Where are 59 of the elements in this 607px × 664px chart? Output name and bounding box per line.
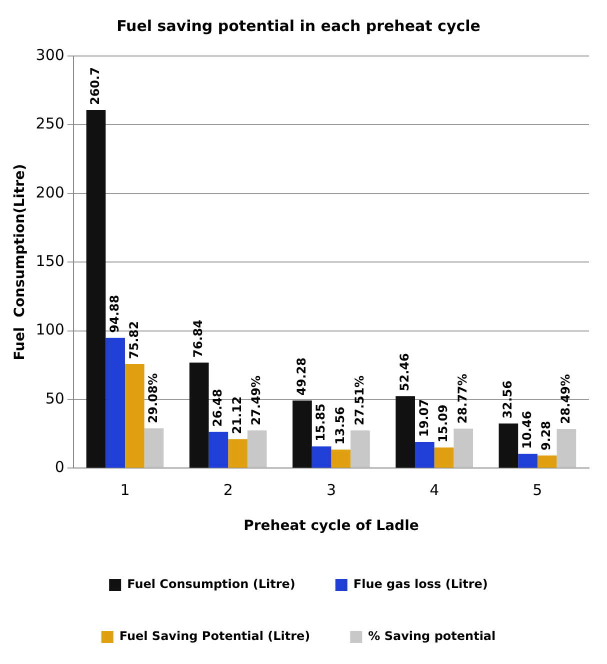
data-label: 94.88 — [107, 294, 122, 333]
bar — [247, 430, 267, 468]
bar — [537, 455, 557, 468]
bar — [312, 446, 332, 468]
legend-label: Fuel Saving Potential (Litre) — [119, 629, 310, 644]
data-label: 10.46 — [520, 410, 534, 449]
data-label: 28.49% — [558, 374, 573, 424]
bar — [414, 442, 434, 468]
x-tick-label: 5 — [532, 481, 542, 500]
data-label: 76.84 — [191, 320, 206, 358]
legend-label: % Saving potential — [368, 629, 496, 644]
bar — [144, 428, 164, 468]
bar — [396, 396, 415, 468]
y-tick-label: 200 — [36, 183, 64, 202]
data-label: 15.09 — [436, 404, 450, 442]
data-label: 15.85 — [314, 403, 328, 442]
bar — [189, 362, 209, 468]
chart-title: Fuel saving potential in each preheat cycle — [116, 16, 480, 35]
data-label: 27.51% — [352, 375, 366, 426]
bar — [208, 432, 228, 468]
y-tick-label: 0 — [54, 458, 64, 476]
y-tick-label: 100 — [36, 320, 64, 339]
bar — [556, 429, 576, 468]
data-label: 26.48 — [210, 388, 225, 427]
x-tick-label: 4 — [430, 481, 440, 500]
data-label: 27.49% — [249, 375, 264, 426]
data-label: 52.46 — [397, 353, 412, 392]
y-tick-label: 250 — [36, 114, 64, 133]
data-label: 19.07 — [416, 399, 431, 437]
y-tick-label: 150 — [36, 252, 64, 270]
bar — [498, 423, 518, 468]
x-axis-title: Preheat cycle of Ladle — [244, 518, 419, 534]
bar — [518, 454, 538, 468]
data-label: 28.77% — [455, 374, 470, 424]
bar — [86, 110, 106, 468]
data-label: 260.7 — [88, 67, 102, 105]
legend-label: Flue gas loss (Litre) — [353, 577, 488, 592]
x-tick-label: 2 — [223, 481, 233, 500]
data-label: 9.28 — [539, 420, 554, 450]
data-label: 13.56 — [333, 406, 348, 445]
data-label: 21.12 — [230, 396, 244, 434]
legend-label: Fuel Consumption (Litre) — [127, 577, 296, 592]
bar — [350, 430, 370, 468]
bar — [106, 338, 125, 468]
y-tick-label: 300 — [36, 46, 64, 64]
bar — [331, 450, 351, 468]
bar — [124, 364, 144, 468]
y-tick-label: 50 — [45, 389, 64, 408]
x-tick-label: 1 — [120, 481, 130, 500]
data-label: 29.08% — [146, 373, 160, 424]
bar — [454, 428, 473, 468]
y-axis-title: Fuel Consumption(Litre) — [12, 164, 28, 360]
bar — [434, 447, 454, 468]
data-label: 32.56 — [500, 380, 515, 418]
bar — [228, 439, 248, 468]
bar — [292, 400, 312, 468]
data-label: 49.28 — [294, 358, 308, 396]
data-label: 75.82 — [126, 321, 141, 360]
x-tick-label: 3 — [326, 481, 336, 500]
